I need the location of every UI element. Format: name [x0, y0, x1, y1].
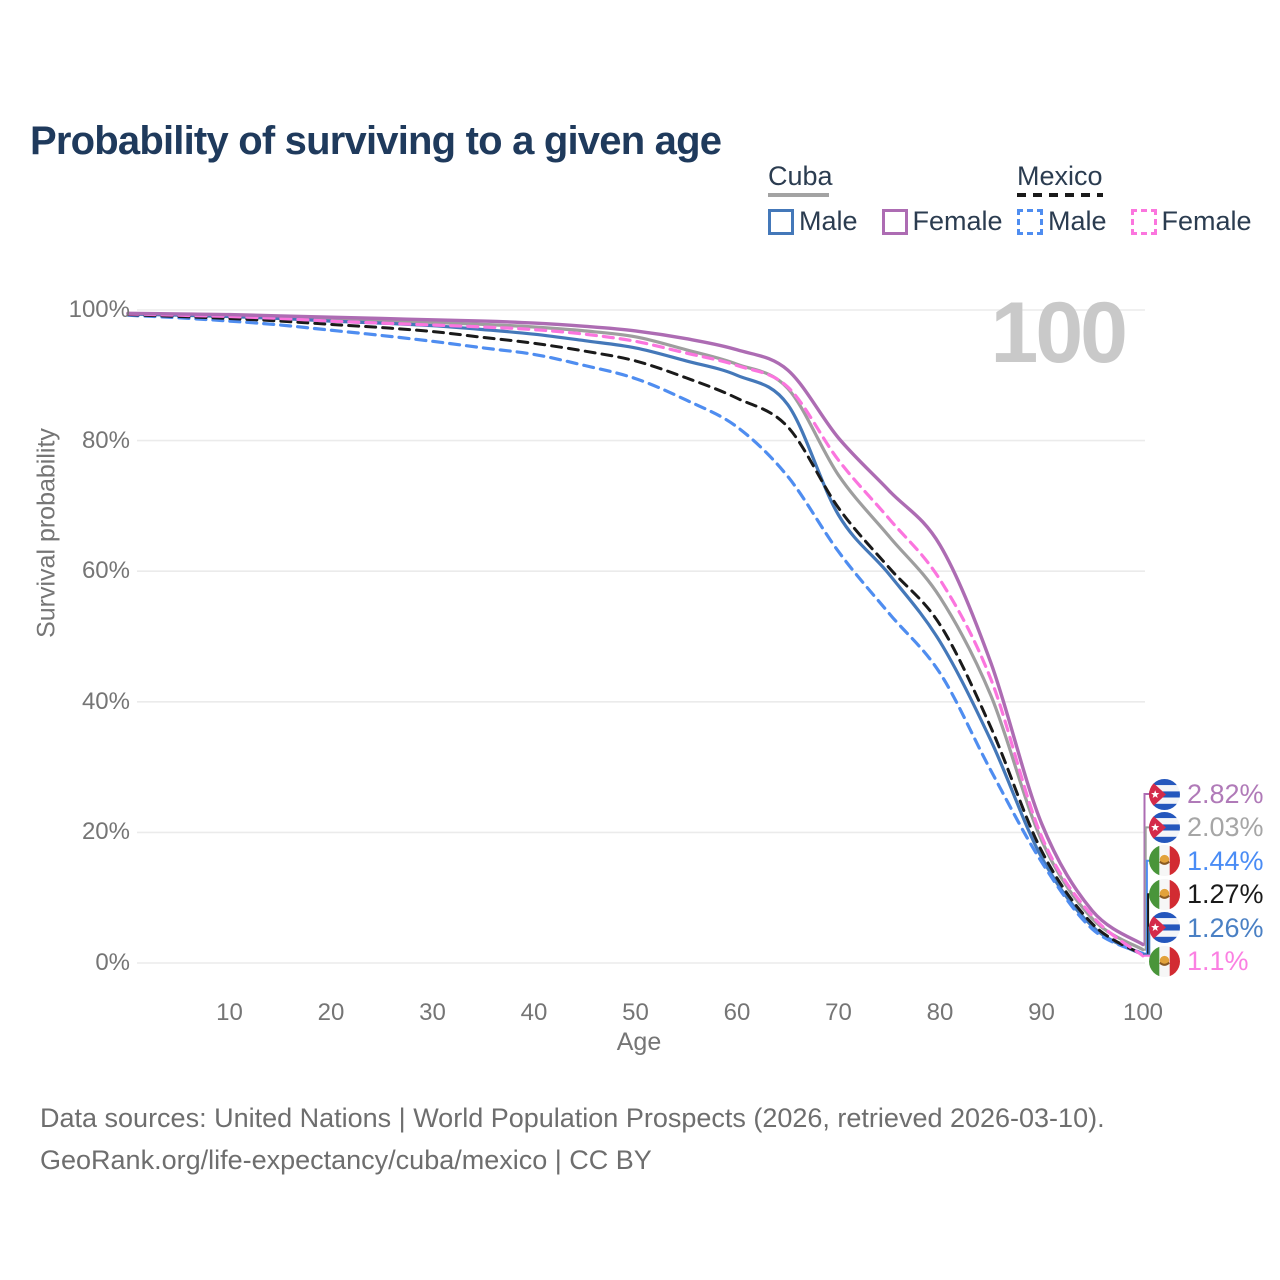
legend-label-mexico-female: Female — [1161, 206, 1252, 236]
age-counter-watermark: 100 — [990, 285, 1129, 381]
curve-mexico-male — [126, 313, 1145, 956]
x-tick-label: 20 — [317, 999, 345, 1026]
y-axis-title: Survival probability — [32, 428, 61, 638]
curve-cuba-female — [126, 311, 1145, 947]
end-label-value: 2.82% — [1187, 779, 1264, 809]
cuba-flag-icon — [1149, 778, 1180, 810]
legend-header-mexico: Mexico — [1017, 161, 1103, 191]
legend-item-mexico-female: Female — [1130, 206, 1252, 236]
x-tick-label: 40 — [520, 999, 548, 1026]
leader-line-mexico-male — [1143, 859, 1151, 955]
data-sources-text: Data sources: United Nations | World Pop… — [40, 1103, 1105, 1133]
end-label-value: 1.1% — [1187, 946, 1249, 976]
x-tick-label: 60 — [723, 999, 751, 1026]
attribution-text: GeoRank.org/life-expectancy/cuba/mexico … — [40, 1145, 652, 1175]
mexico-flag-icon — [1149, 945, 1180, 977]
legend-item-mexico-male: Male — [1017, 208, 1107, 235]
curve-mexico-both-sexes — [126, 313, 1145, 957]
legend-label-mexico-male: Male — [1048, 206, 1107, 236]
end-label-row: 1.27% — [1149, 878, 1264, 910]
legend-item-cuba-female: Female — [881, 206, 1003, 236]
y-tick-label: 60% — [81, 557, 130, 585]
y-tick-label: 20% — [81, 818, 130, 846]
x-tick-label: 50 — [622, 999, 649, 1026]
mexico-line-style-swatch — [1017, 193, 1103, 197]
y-tick-label: 40% — [81, 687, 130, 715]
page-title: Probability of surviving to a given age — [30, 118, 722, 163]
end-label-row: 1.1% — [1149, 945, 1249, 977]
end-label-value: 1.27% — [1187, 879, 1264, 910]
mexico-male-swatch — [1017, 208, 1043, 235]
end-label-row: 2.03% — [1149, 811, 1264, 843]
cuba-male-swatch — [768, 208, 794, 235]
legend-header-cuba: Cuba — [768, 161, 833, 191]
legend-group-mexico: Mexico Male Female — [1017, 163, 1252, 235]
mexico-flag-icon — [1149, 878, 1180, 910]
curve-cuba-male — [126, 312, 1145, 957]
x-tick-label: 70 — [825, 999, 852, 1026]
cuba-line-style-swatch — [768, 193, 829, 197]
x-tick-label: 80 — [926, 999, 954, 1026]
x-tick-label: 30 — [419, 999, 446, 1026]
leader-line-cuba-both-sexes — [1143, 826, 1151, 951]
end-label-row: 1.26% — [1149, 912, 1264, 944]
leader-line-cuba-female — [1143, 793, 1151, 946]
y-tick-label: 0% — [95, 949, 130, 976]
end-label-row: 1.44% — [1149, 845, 1264, 877]
mexico-flag-icon — [1149, 845, 1180, 877]
cuba-flag-icon — [1149, 811, 1180, 843]
x-tick-label: 90 — [1028, 999, 1055, 1026]
end-label-value: 1.44% — [1187, 845, 1264, 876]
curve-mexico-female — [126, 312, 1145, 958]
mexico-female-swatch — [1130, 208, 1157, 235]
legend-label-cuba-male: Male — [799, 206, 858, 236]
y-tick-label: 100% — [68, 296, 130, 323]
cuba-female-swatch — [881, 208, 908, 235]
end-label-value: 1.26% — [1187, 912, 1264, 943]
legend-group-cuba: Cuba Male Female — [768, 163, 1003, 235]
end-label-value: 2.03% — [1187, 812, 1264, 843]
curve-cuba-both-sexes — [126, 312, 1145, 952]
x-tick-label: 100 — [1122, 999, 1164, 1026]
end-label-row: 2.82% — [1149, 778, 1264, 810]
y-tick-label: 80% — [81, 426, 130, 454]
x-tick-label: 10 — [216, 999, 243, 1026]
legend-label-cuba-female: Female — [912, 206, 1003, 236]
legend-item-cuba-male: Male — [768, 208, 858, 235]
cuba-flag-icon — [1149, 912, 1180, 944]
x-axis-title: Age — [616, 1028, 662, 1056]
